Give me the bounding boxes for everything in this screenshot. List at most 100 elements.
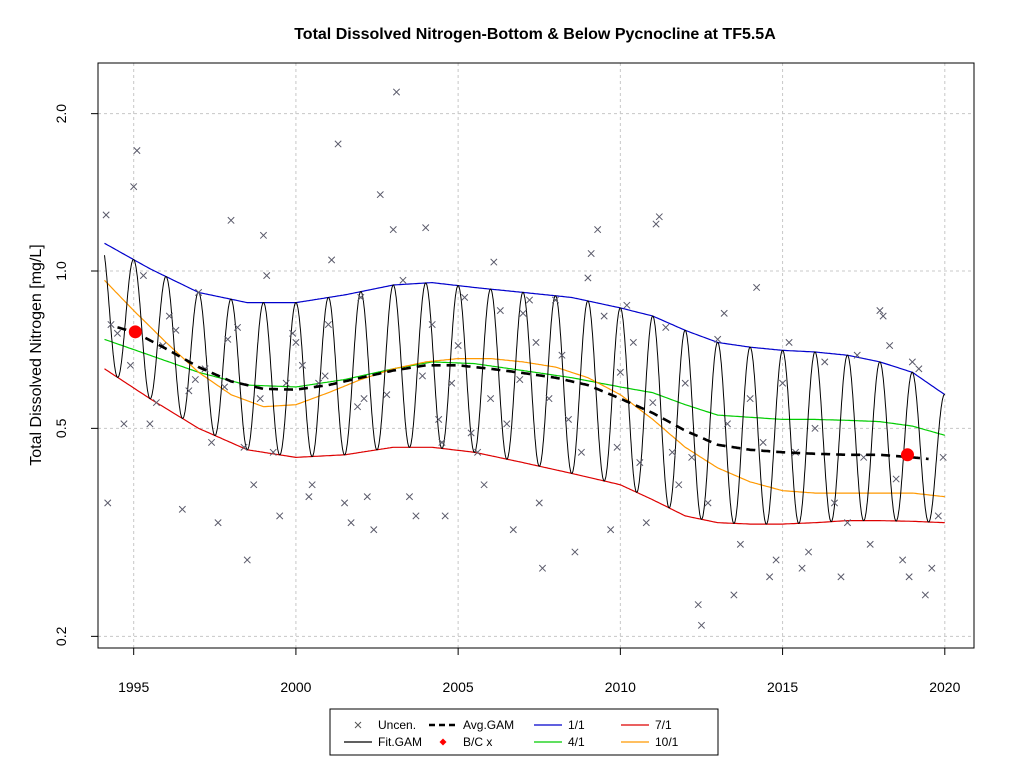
observation-point [399, 276, 407, 284]
observation-point [308, 481, 316, 489]
observation-point [412, 512, 420, 520]
observation-point [652, 220, 660, 228]
observation-point [341, 499, 349, 507]
observation-point [571, 548, 579, 556]
observation-point [730, 591, 738, 599]
observation-point [165, 312, 173, 320]
observation-point [516, 375, 524, 384]
observation-point [454, 342, 462, 350]
legend-item-uncen-: Uncen. [354, 718, 416, 732]
observation-point [519, 309, 527, 317]
avg-gam-line [117, 326, 929, 461]
observation-point [759, 438, 767, 446]
legend-label: 10/1 [655, 735, 679, 749]
observation-point [766, 573, 774, 581]
observation-point [866, 540, 874, 548]
observation-point [269, 448, 277, 456]
observation-point [934, 512, 942, 520]
observation-point [723, 420, 731, 428]
observation-point [474, 448, 482, 456]
observation-point [435, 415, 443, 424]
observation-point [811, 424, 819, 432]
legend-label: Uncen. [378, 718, 416, 732]
observation-point [535, 499, 543, 507]
observation-point [305, 493, 313, 501]
observation-point [704, 499, 712, 507]
observation-point [263, 272, 271, 280]
observation-point [480, 481, 488, 489]
observation-point [178, 505, 186, 513]
x-axis: 1995 2000 2005 2010 2015 2020 [118, 648, 961, 695]
observation-point [655, 213, 663, 221]
x-tick-label: 2015 [767, 679, 798, 695]
bc-point [128, 325, 142, 339]
plot-frame [97, 62, 975, 649]
x-tick-label: 2005 [443, 679, 474, 695]
observation-point [208, 438, 216, 446]
observation-point [525, 296, 534, 304]
series-line-7-1 [104, 368, 945, 525]
grid [98, 63, 974, 648]
x-tick-label: 2010 [605, 679, 636, 695]
observation-point [243, 556, 251, 564]
observation-point [389, 226, 397, 234]
y-tick-label: 1.0 [53, 261, 69, 281]
observation-point [694, 601, 702, 609]
observation-point [328, 256, 336, 264]
observation-point [584, 274, 592, 282]
observation-point [804, 548, 813, 556]
observation-point [830, 499, 839, 507]
observation-point [928, 564, 936, 572]
observation-point [746, 395, 754, 403]
y-tick-label: 2.0 [53, 104, 69, 124]
observation-point [448, 379, 456, 387]
observation-point [467, 429, 475, 437]
observation-point [383, 391, 391, 399]
y-axis: 0.2 0.5 1.0 2.0 [53, 104, 98, 646]
observation-point [289, 329, 297, 337]
observation-point [120, 420, 128, 428]
chart-title: Total Dissolved Nitrogen-Bottom & Below … [294, 26, 776, 43]
observation-point [668, 448, 676, 456]
observation-point [688, 453, 696, 461]
observations-layer [102, 88, 947, 629]
observation-point [613, 443, 621, 451]
observation-point [939, 453, 947, 461]
observation-point [220, 383, 229, 391]
observation-point [428, 320, 436, 329]
observation-point [642, 519, 650, 527]
legend-label: 7/1 [655, 718, 672, 732]
legend-item-4-1: 4/1 [534, 735, 585, 749]
observation-point [908, 358, 916, 366]
observation-point [532, 338, 540, 346]
observation-point [629, 338, 637, 346]
observation-point [107, 320, 115, 329]
observation-point [104, 499, 112, 507]
observation-point [564, 415, 572, 424]
legend-item-7-1: 7/1 [621, 718, 672, 732]
observation-point [354, 403, 362, 411]
observation-point [282, 379, 290, 387]
observation-point [487, 395, 495, 403]
observation-point [675, 481, 683, 489]
observation-point [779, 379, 787, 387]
observation-point [886, 342, 894, 350]
observation-point [233, 323, 242, 331]
observation-point [102, 211, 110, 219]
observation-point [324, 320, 332, 329]
legend-symbol [354, 721, 362, 729]
observation-point [227, 216, 235, 224]
observation-point [860, 453, 868, 461]
legend-item-10-1: 10/1 [621, 735, 679, 749]
observation-point [600, 312, 608, 320]
observation-point [785, 338, 793, 346]
y-axis-label: Total Dissolved Nitrogen [mg/L] [28, 244, 45, 465]
observation-point [130, 183, 138, 191]
legend-label: 1/1 [568, 718, 585, 732]
observation-point [321, 372, 329, 380]
observation-point [509, 526, 517, 534]
observation-point [853, 351, 861, 359]
legend-item-fit-gam: Fit.GAM [344, 735, 422, 749]
observation-point [843, 519, 852, 527]
observation-point [879, 312, 887, 320]
